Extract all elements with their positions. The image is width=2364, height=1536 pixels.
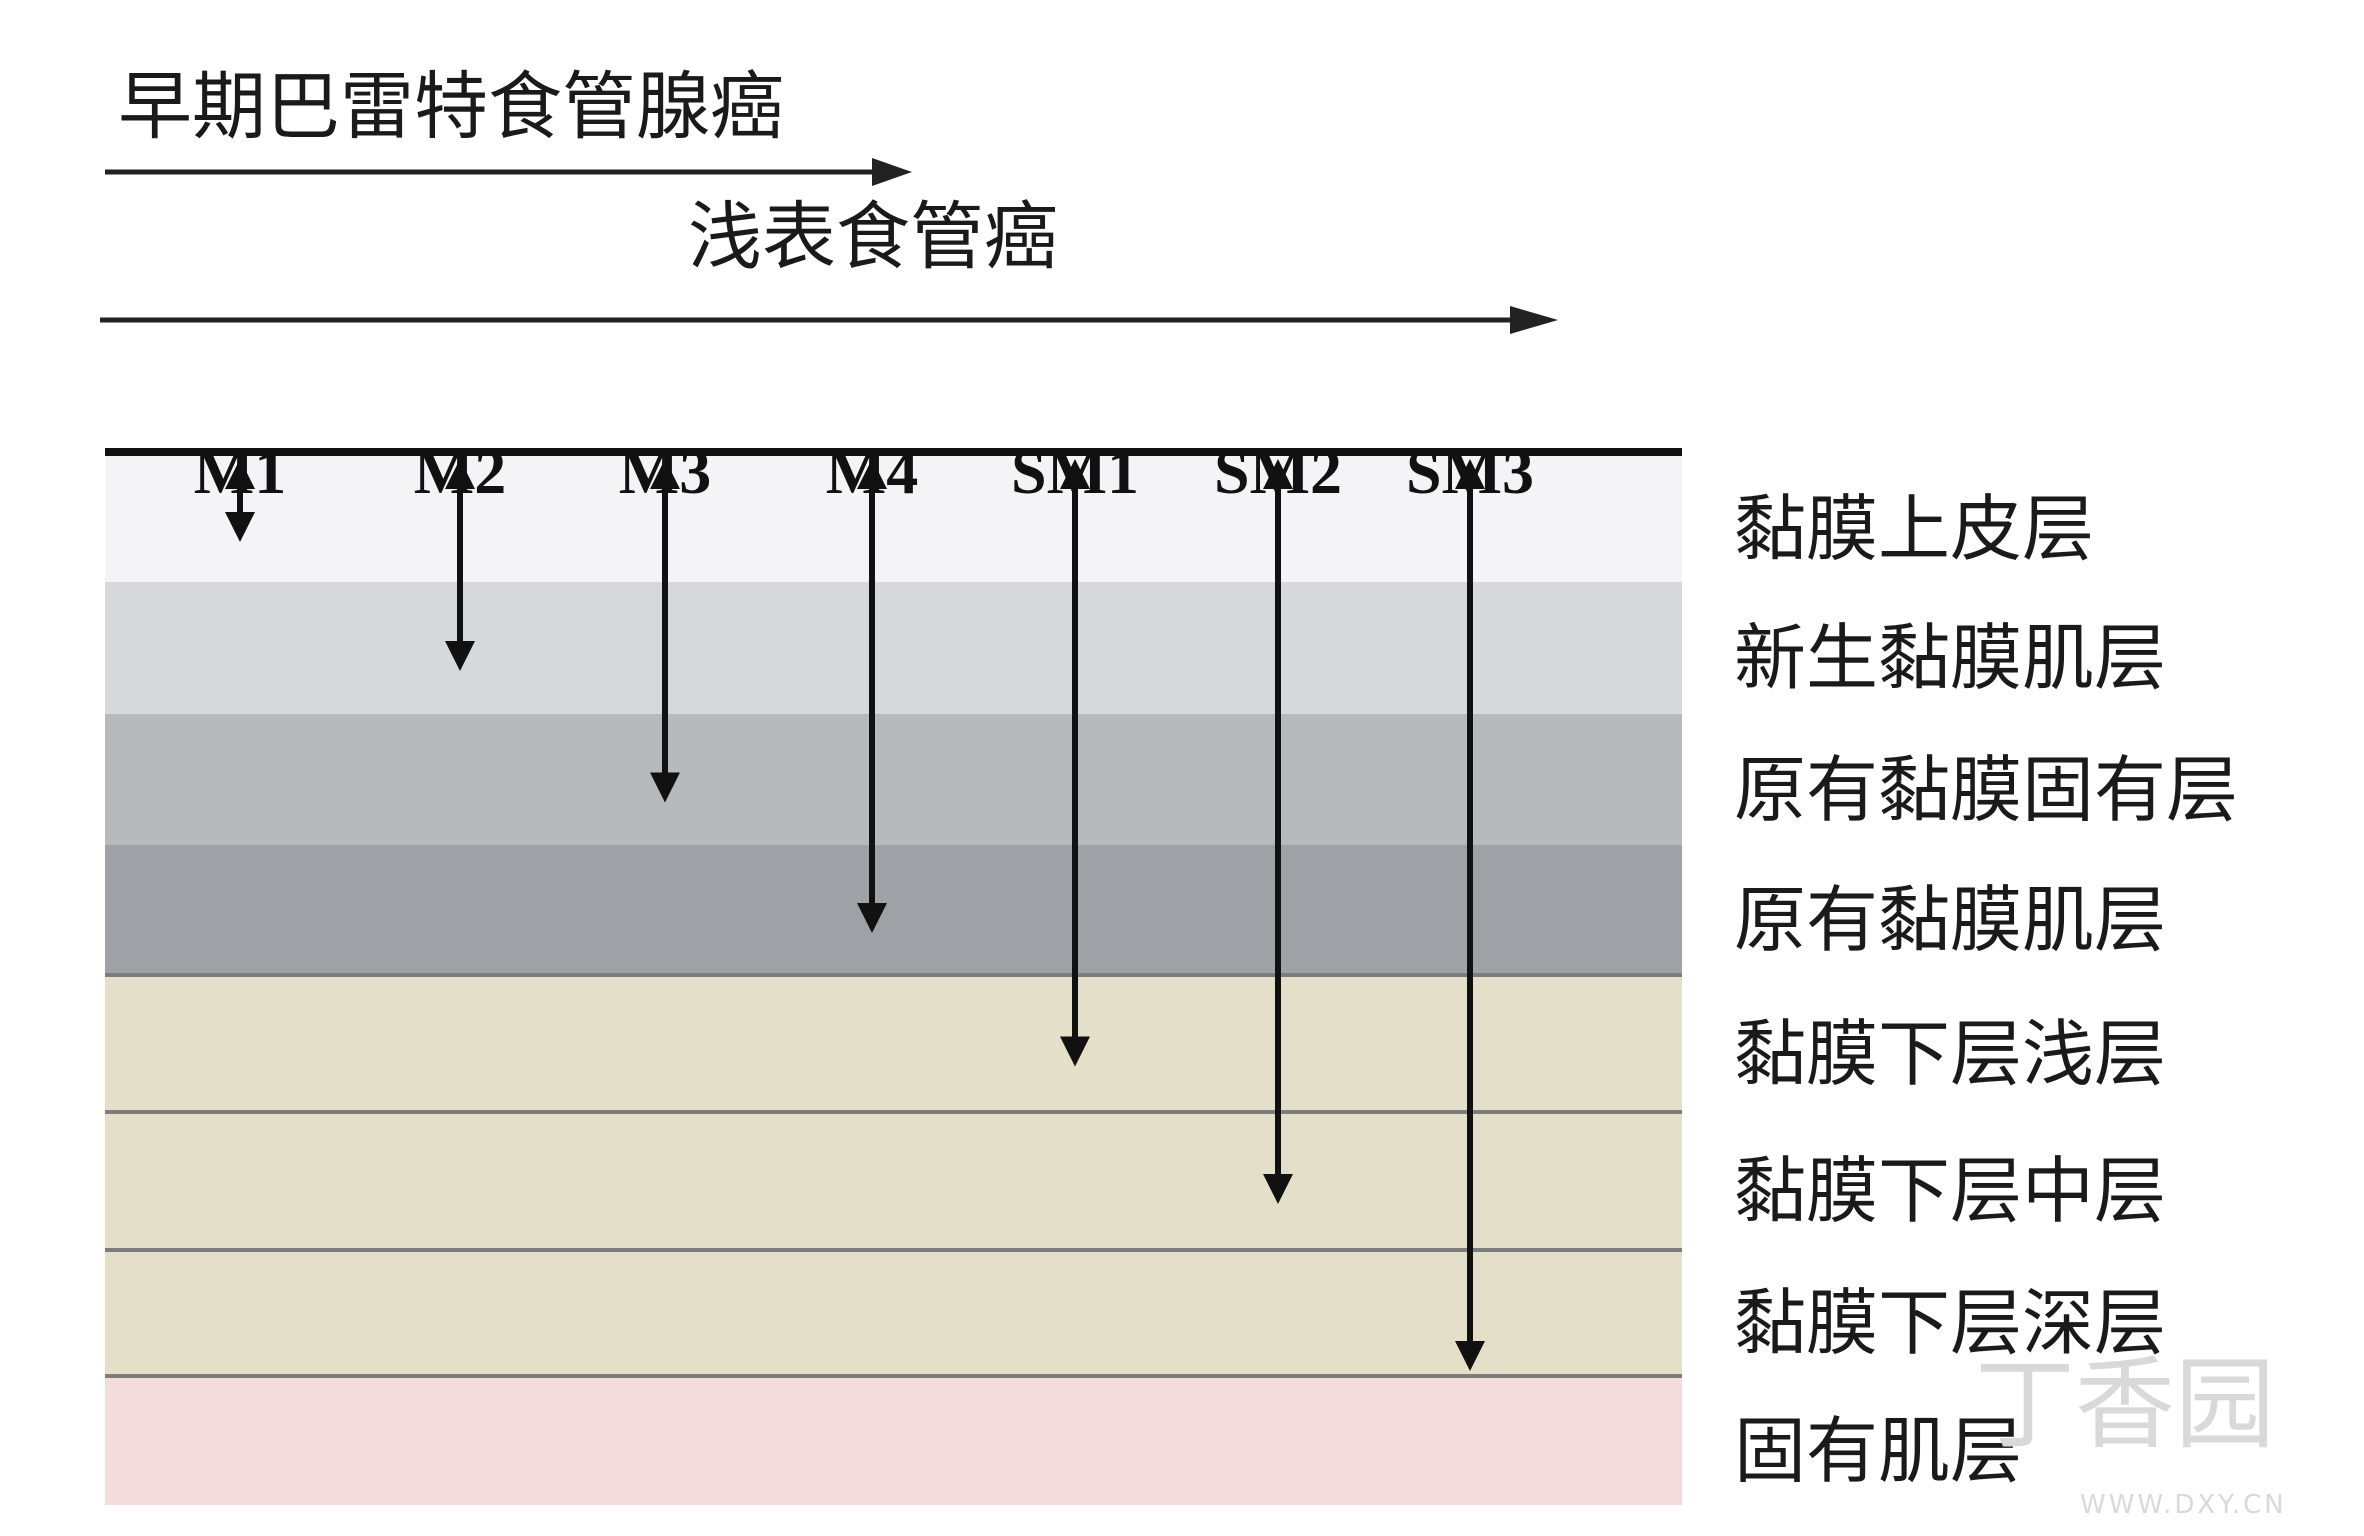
watermark-logo: 丁香园 [1975,1346,2275,1463]
tissue-layers [105,456,1682,1505]
layer-band-5 [105,975,1682,1112]
layer-label-6: 黏膜下层中层 [1734,1149,2167,1233]
layer-band-6 [105,1112,1682,1250]
layer-band-4 [105,845,1682,975]
layer-band-8 [105,1376,1682,1505]
stage-label-m4: M4 [825,436,919,507]
layer-band-2 [105,582,1682,714]
layer-band-1 [105,456,1682,582]
layer-band-7 [105,1250,1682,1376]
stage-label-sm2: SM2 [1214,436,1342,507]
stage-label-sm1: SM1 [1011,436,1139,507]
early-barrett-arrow [105,158,912,186]
layer-label-5: 黏膜下层浅层 [1734,1011,2167,1096]
layer-band-3 [105,714,1682,845]
layer-label-4: 原有黏膜肌层 [1734,878,2167,962]
depth-arrows [225,459,1485,1371]
layer-label-7: 黏膜下层深层 [1734,1281,2167,1365]
layer-label-8: 固有肌层 [1734,1408,2023,1493]
stage-label-m1: M1 [193,436,287,507]
stage-label-m2: M2 [413,436,507,507]
layer-dividers [105,973,1682,1378]
layer-label-1: 黏膜上皮层 [1734,487,2095,571]
stage-label-sm3: SM3 [1406,436,1534,507]
layer-label-2: 新生黏膜肌层 [1734,616,2167,700]
superficial-cancer-arrow [100,306,1558,334]
superficial-cancer-title: 浅表食管癌 [688,194,1058,280]
early-barrett-title: 早期巴雷特食管腺癌 [118,64,784,150]
layer-label-3: 原有黏膜固有层 [1734,747,2239,832]
stage-label-m3: M3 [618,436,712,507]
watermark-site: WWW.DXY.CN [2080,1490,2287,1520]
